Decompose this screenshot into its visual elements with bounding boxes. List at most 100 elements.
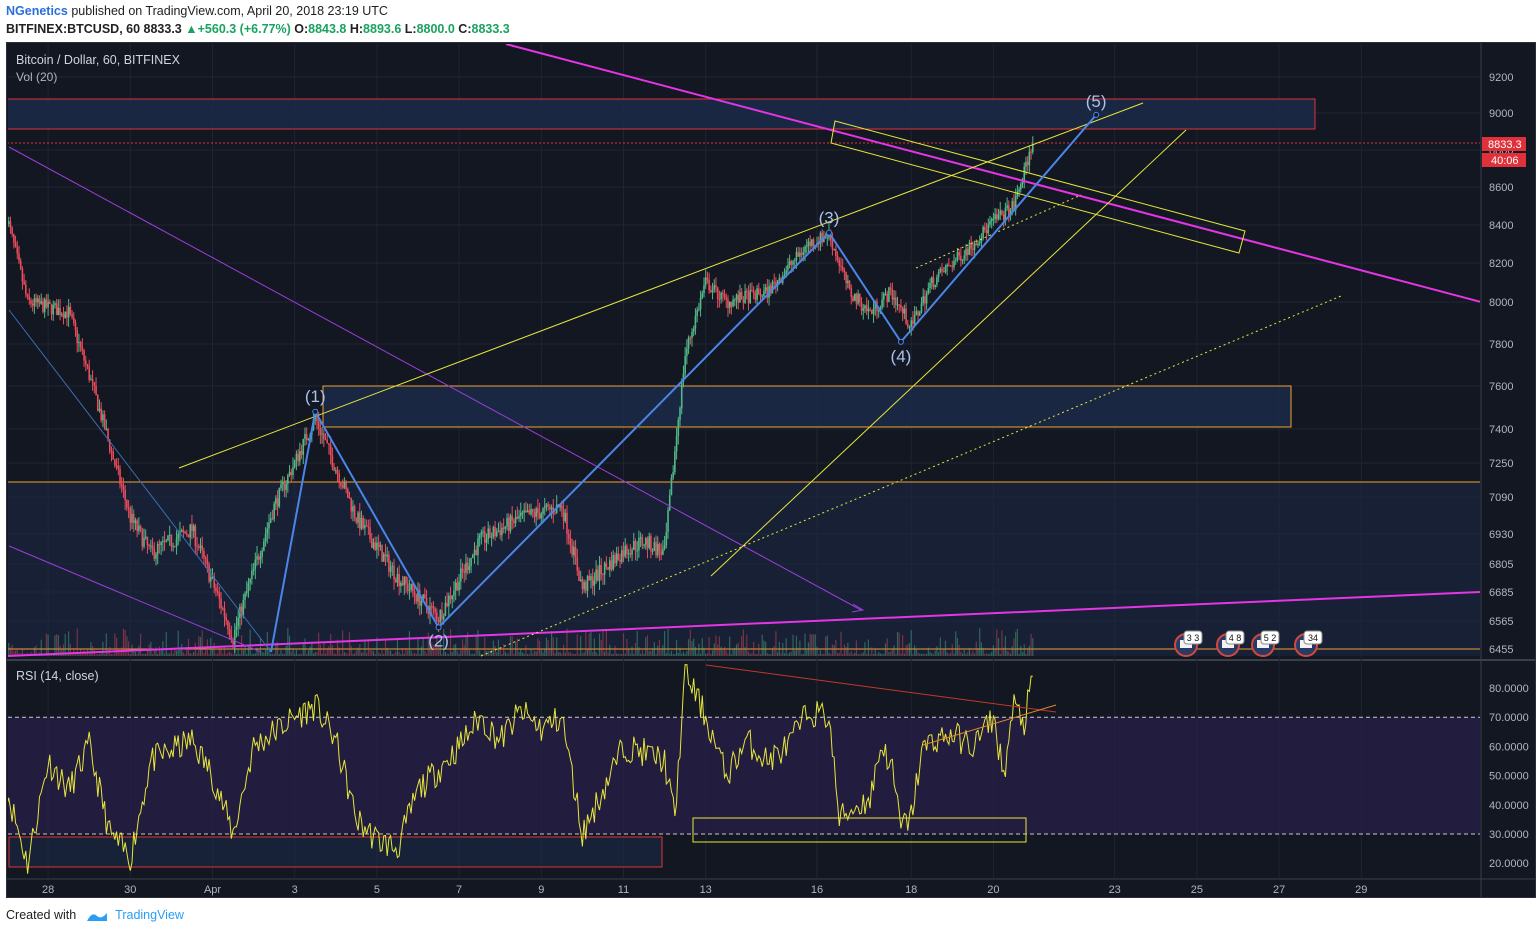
volume-bar [444, 652, 446, 656]
candle-body [84, 360, 87, 365]
volume-bar [40, 639, 42, 656]
candle-body [569, 538, 572, 546]
candle-body [115, 465, 118, 467]
volume-bar [33, 647, 35, 656]
volume-bar [547, 640, 549, 656]
volume-bar [953, 653, 955, 656]
volume-bar [352, 653, 354, 656]
volume-bar [804, 633, 806, 656]
price-tick-label: 7600 [1489, 381, 1513, 393]
volume-bar [675, 639, 678, 656]
volume-bar [989, 653, 991, 656]
time-tick-label: 20 [987, 884, 999, 896]
volume-bar [203, 653, 205, 656]
candle-body [638, 537, 640, 551]
volume-bar [871, 647, 873, 656]
candle-body [446, 602, 448, 607]
volume-bar [290, 652, 292, 656]
dotted-mini-line [915, 194, 1082, 269]
rsi-line [8, 664, 1033, 874]
volume-bar [972, 650, 974, 656]
candle-body [158, 543, 161, 545]
candle-body [295, 453, 298, 461]
volume-bar [523, 653, 525, 656]
candle-body [341, 485, 344, 488]
candle-body [833, 248, 835, 250]
wave-point [312, 408, 319, 415]
volume-bar [410, 650, 412, 656]
volume-bar [777, 652, 779, 656]
chart-canvas[interactable]: 9200900088008600840082008000780076007400… [7, 43, 1535, 897]
volume-bar [979, 628, 981, 656]
candle-body [102, 414, 104, 421]
tradingview-link[interactable]: TradingView [115, 908, 184, 922]
volume-bar [914, 645, 916, 656]
wave-label: (3) [819, 209, 840, 228]
volume-bar [506, 653, 508, 656]
candle-body [1008, 205, 1010, 216]
volume-bar [592, 652, 594, 656]
candle-body [141, 529, 144, 547]
candle-body [478, 535, 481, 539]
candle-body [350, 498, 353, 512]
candle-body [727, 299, 729, 308]
chart-frame[interactable]: 9200900088008600840082008000780076007400… [6, 42, 1536, 898]
rsi-pane [8, 664, 1480, 874]
candle-body [627, 553, 630, 555]
purple-line-lower [8, 545, 262, 653]
volume-bar [783, 653, 786, 656]
volume-bar [960, 651, 962, 656]
time-tick-label: 25 [1191, 884, 1203, 896]
candle-body [881, 299, 883, 308]
volume-bar [847, 642, 849, 656]
volume-bar [667, 628, 669, 656]
volume-bar [876, 653, 878, 656]
volume-bar [965, 653, 967, 656]
volume-bar [626, 639, 628, 656]
candle-body [81, 347, 84, 351]
candle-body [609, 560, 611, 570]
rsi-yellow-box [692, 817, 1027, 843]
candle-body [196, 546, 198, 548]
candle-body [670, 477, 673, 496]
candle-body [711, 289, 714, 293]
volume-bar [222, 653, 224, 656]
candle-body [742, 299, 745, 303]
overlay: (1) (2) (3) (4) (5) Bitcoin / Dollar, 60, BIT… [16, 53, 1526, 683]
volume-bar [948, 653, 950, 656]
volume-bar [395, 651, 397, 656]
candle-body [91, 378, 94, 383]
candle-body [525, 510, 527, 513]
candle-body [603, 563, 606, 575]
candle-body [362, 517, 364, 529]
volume-bar [480, 653, 482, 656]
candle-body [401, 582, 404, 586]
candle-body [21, 268, 24, 282]
candle-body [975, 243, 978, 246]
volume-bars [8, 628, 1034, 656]
candle-body [586, 576, 589, 591]
volume-bar [198, 636, 200, 656]
rsi-tick-label: 20.0000 [1489, 858, 1529, 870]
volume-bar [949, 652, 952, 656]
candle-body [910, 320, 912, 327]
volume-bar [417, 638, 419, 656]
volume-bar [806, 650, 808, 656]
volume-bar [991, 652, 993, 656]
volume-bar [927, 647, 929, 656]
candle-body [853, 293, 856, 301]
candle-body [944, 266, 947, 273]
candle-body [328, 443, 330, 445]
volume-bar [985, 653, 988, 656]
volume-bar [984, 653, 986, 656]
volume-bar [364, 640, 366, 656]
volume-bar [366, 652, 368, 656]
author-link[interactable]: NGenetics [6, 4, 68, 18]
volume-bar [258, 651, 260, 656]
candle-body [11, 227, 13, 235]
candle-body [331, 455, 334, 467]
volume-bar [151, 653, 154, 656]
candle-body [150, 545, 152, 547]
volume-bar [47, 634, 49, 656]
candle-body [120, 483, 123, 487]
